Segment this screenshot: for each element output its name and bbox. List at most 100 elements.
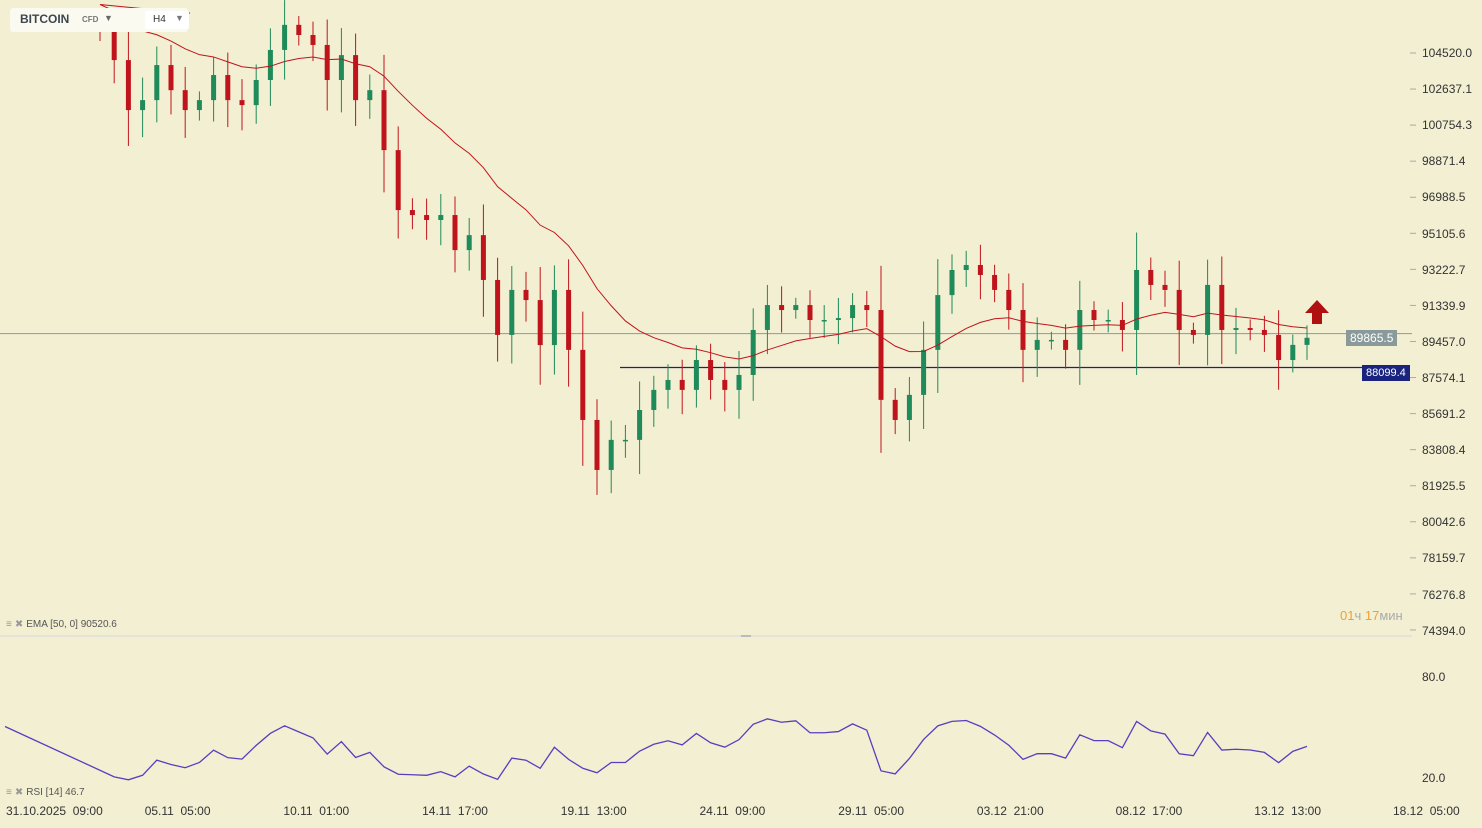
bearish-candle [480,235,486,280]
level-price-badge[interactable]: 88099.4 [1362,365,1410,381]
bearish-candle [878,310,884,400]
bullish-candle [1233,328,1239,330]
up-arrow-icon [1305,300,1329,324]
bearish-candle [708,360,714,380]
price-axis-label: 78159.7 [1422,551,1466,566]
bullish-candle [282,24,288,50]
bearish-candle [807,305,813,320]
bearish-candle [225,75,231,101]
bullish-candle [466,235,472,251]
symbol-type: CFD [82,15,99,24]
bearish-candle [1162,284,1168,290]
bearish-candle [111,30,117,61]
bullish-candle [338,55,344,81]
bearish-candle [239,100,245,106]
time-axis-label: 29.11 05:00 [838,804,905,818]
bearish-candle [722,379,728,390]
time-axis-label: 08.12 17:00 [1115,804,1183,818]
bearish-candle [182,90,188,111]
timeframe-selector[interactable]: H4 ▼ [145,11,189,29]
ema-label: EMA [50, 0] 90520.6 [26,619,117,630]
bearish-candle [1247,328,1253,330]
bearish-candle [580,349,586,420]
close-icon[interactable]: ✖ [14,787,24,798]
bearish-candle [1261,329,1267,335]
bullish-candle [622,439,628,442]
time-axis-label: 19.11 13:00 [560,804,627,818]
rsi-line [4,718,1308,781]
bullish-candle [1034,339,1040,350]
time-axis-label: 05.11 05:00 [144,804,211,818]
price-axis-label: 80042.6 [1422,515,1466,530]
bullish-candle [736,374,742,390]
candle-timer: 01ч 17мин [1340,608,1403,623]
bullish-candle [921,349,927,395]
time-axis-label: 24.11 09:00 [699,804,766,818]
bullish-candle [551,289,557,346]
menu-icon[interactable]: ≡ [6,619,12,630]
pane-resize-handle [741,635,751,637]
bearish-candle [1219,284,1225,330]
time-axis-label: 31.10.2025 09:00 [6,804,103,818]
bearish-candle [594,419,600,470]
bearish-candle [452,215,458,251]
ema-line [99,4,1308,360]
ema-legend[interactable]: ≡ ✖ EMA [50, 0] 90520.6 [6,619,117,631]
rsi-axis-label: 80.0 [1422,670,1446,684]
bearish-candle [381,90,387,151]
current-price-badge: 89865.5 [1346,330,1398,346]
bullish-candle [154,65,160,101]
bearish-candle [1190,329,1196,335]
bullish-candle [764,305,770,330]
bullish-candle [608,439,614,470]
price-axis-label: 104520.0 [1422,46,1473,60]
bearish-candle [892,399,898,420]
bullish-candle [793,305,799,311]
price-axis-label: 102637.1 [1422,82,1473,97]
bearish-candle [296,24,302,35]
bullish-candle [1105,319,1111,322]
bullish-candle [1304,337,1310,345]
bearish-candle [409,210,415,216]
price-axis-label: 95105.6 [1422,226,1466,241]
bullish-candle [267,49,273,81]
price-axis-label: 85691.2 [1422,407,1466,421]
bearish-candle [310,34,316,45]
price-axis-label: 87574.1 [1422,370,1466,385]
bearish-candle [566,289,572,350]
bearish-candle [353,55,359,101]
bearish-candle [992,274,998,290]
bearish-candle [324,44,330,81]
close-icon[interactable]: ✖ [14,619,24,630]
bearish-candle [523,289,529,301]
bullish-candle [906,394,912,420]
price-axis-label: 83808.4 [1422,443,1466,458]
price-axis-label: 74394.0 [1422,623,1466,638]
bearish-candle [1063,339,1069,350]
bearish-candle [495,279,501,335]
bullish-candle [196,100,202,111]
rsi-label: RSI [14] 46.7 [26,787,85,798]
bullish-candle [367,90,373,101]
bullish-candle [1077,310,1083,350]
symbol-selector[interactable]: BITCOIN CFD ▼ H4 ▼ [10,8,189,32]
rsi-legend[interactable]: ≡ ✖ RSI [14] 46.7 [6,787,85,799]
bullish-candle [665,379,671,390]
bearish-candle [779,305,785,311]
price-axis-label: 89457.0 [1422,334,1466,349]
bullish-candle [1290,344,1296,361]
bearish-candle [395,150,401,211]
price-axis-label: 91339.9 [1422,298,1466,313]
time-axis-label: 03.12 21:00 [976,804,1044,818]
bearish-candle [424,215,430,221]
bullish-candle [509,289,515,335]
bullish-candle [438,215,444,221]
menu-icon[interactable]: ≡ [6,787,12,798]
bearish-candle [537,300,543,346]
bearish-candle [864,305,870,311]
bearish-candle [977,265,983,275]
bullish-candle [963,265,969,271]
chevron-down-icon: ▼ [175,13,184,23]
chevron-down-icon[interactable]: ▼ [104,13,113,23]
